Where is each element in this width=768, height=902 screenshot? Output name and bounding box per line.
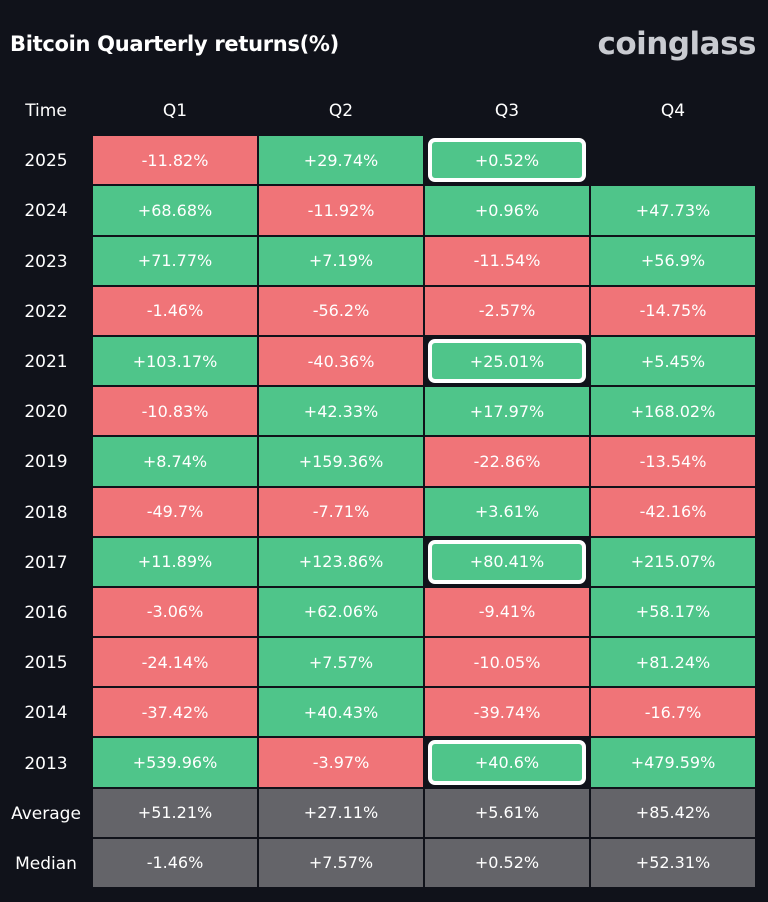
table-cell: +7.57% [259, 638, 423, 687]
row-label-2015: 2015 [24, 653, 68, 674]
table-cell: -22.86% [425, 437, 589, 486]
table-cell: -16.7% [591, 688, 755, 737]
summary-cell: +52.31% [591, 838, 755, 887]
row-label-2023: 2023 [24, 251, 68, 272]
table-cell: +40.43% [259, 688, 423, 737]
row-label-2018: 2018 [24, 502, 68, 523]
row-label-2014: 2014 [24, 703, 68, 724]
table-cell: +5.45% [591, 336, 755, 386]
table-cell: -37.42% [93, 688, 257, 737]
row-label-2016: 2016 [24, 602, 68, 623]
table-cell: +479.59% [591, 738, 755, 787]
table-cell: -10.05% [425, 638, 589, 687]
table-cell: +215.07% [591, 537, 755, 586]
column-header-q2: Q2 [328, 101, 354, 122]
summary-cell: +27.11% [259, 788, 423, 837]
table-cell: +29.74% [259, 136, 423, 185]
summary-cell: +5.61% [425, 788, 589, 837]
table-cell: +62.06% [259, 587, 423, 637]
table-cell: -3.06% [93, 587, 257, 637]
table-cell: -2.57% [425, 286, 589, 335]
table-cell: +168.02% [591, 387, 755, 436]
table-cell: +123.86% [259, 537, 423, 586]
table-cell: +25.01% [428, 338, 586, 384]
table-cell: +159.36% [259, 437, 423, 486]
row-label-average: Average [11, 803, 81, 824]
table-cell: +8.74% [93, 437, 257, 486]
table-cell: +68.68% [93, 186, 257, 235]
column-header-q1: Q1 [162, 101, 188, 122]
table-cell: +47.73% [591, 186, 755, 235]
table-cell: +11.89% [93, 537, 257, 586]
table-cell: +103.17% [93, 336, 257, 386]
table-cell: -49.7% [93, 487, 257, 536]
table-cell: +17.97% [425, 387, 589, 436]
table-cell: -11.54% [425, 236, 589, 285]
column-header-q4: Q4 [660, 101, 686, 122]
table-cell: -13.54% [591, 437, 755, 486]
table-cell: -7.71% [259, 487, 423, 536]
table-cell: +42.33% [259, 387, 423, 436]
table-cell: +71.77% [93, 236, 257, 285]
column-header-time: Time [25, 101, 67, 122]
returns-table: Time Q1 Q2 Q3 Q4 2025 -11.82% +29.74% +0.52% 2024… [0, 86, 756, 889]
row-label-2021: 2021 [24, 352, 68, 373]
table-cell: +0.96% [425, 186, 589, 235]
table-cell: -40.36% [259, 336, 423, 386]
row-label-2022: 2022 [24, 301, 68, 322]
summary-cell: +7.57% [259, 838, 423, 887]
table-cell: -11.82% [93, 136, 257, 185]
table-cell: +539.96% [93, 738, 257, 787]
table-cell [591, 136, 755, 184]
summary-cell: +51.21% [93, 788, 257, 837]
table-cell: -42.16% [591, 487, 755, 536]
table-cell: -56.2% [259, 286, 423, 335]
brand-logo: coinglass [597, 26, 756, 62]
table-cell: -1.46% [93, 286, 257, 335]
summary-cell: +85.42% [591, 788, 755, 837]
table-cell: -39.74% [425, 688, 589, 737]
column-header-q3: Q3 [494, 101, 520, 122]
table-cell: -3.97% [259, 738, 423, 787]
table-cell: -10.83% [93, 387, 257, 436]
table-cell: +3.61% [425, 487, 589, 536]
row-label-2020: 2020 [24, 402, 68, 423]
table-cell: -14.75% [591, 286, 755, 335]
table-cell: +80.41% [428, 539, 586, 584]
table-cell: +0.52% [428, 138, 586, 183]
chart-title: Bitcoin Quarterly returns(%) [10, 32, 339, 56]
table-cell: +40.6% [428, 740, 586, 785]
row-label-2024: 2024 [24, 201, 68, 222]
table-cell: -24.14% [93, 638, 257, 687]
table-cell: -9.41% [425, 587, 589, 637]
table-cell: +81.24% [591, 638, 755, 687]
table-cell: +58.17% [591, 587, 755, 637]
table-cell: -11.92% [259, 186, 423, 235]
row-label-2025: 2025 [24, 151, 68, 172]
row-label-2019: 2019 [24, 452, 68, 473]
summary-cell: +0.52% [425, 838, 589, 887]
table-cell: +7.19% [259, 236, 423, 285]
table-cell: +56.9% [591, 236, 755, 285]
row-label-2017: 2017 [24, 552, 68, 573]
summary-cell: -1.46% [93, 838, 257, 887]
row-label-2013: 2013 [24, 753, 68, 774]
row-label-median: Median [15, 853, 77, 874]
